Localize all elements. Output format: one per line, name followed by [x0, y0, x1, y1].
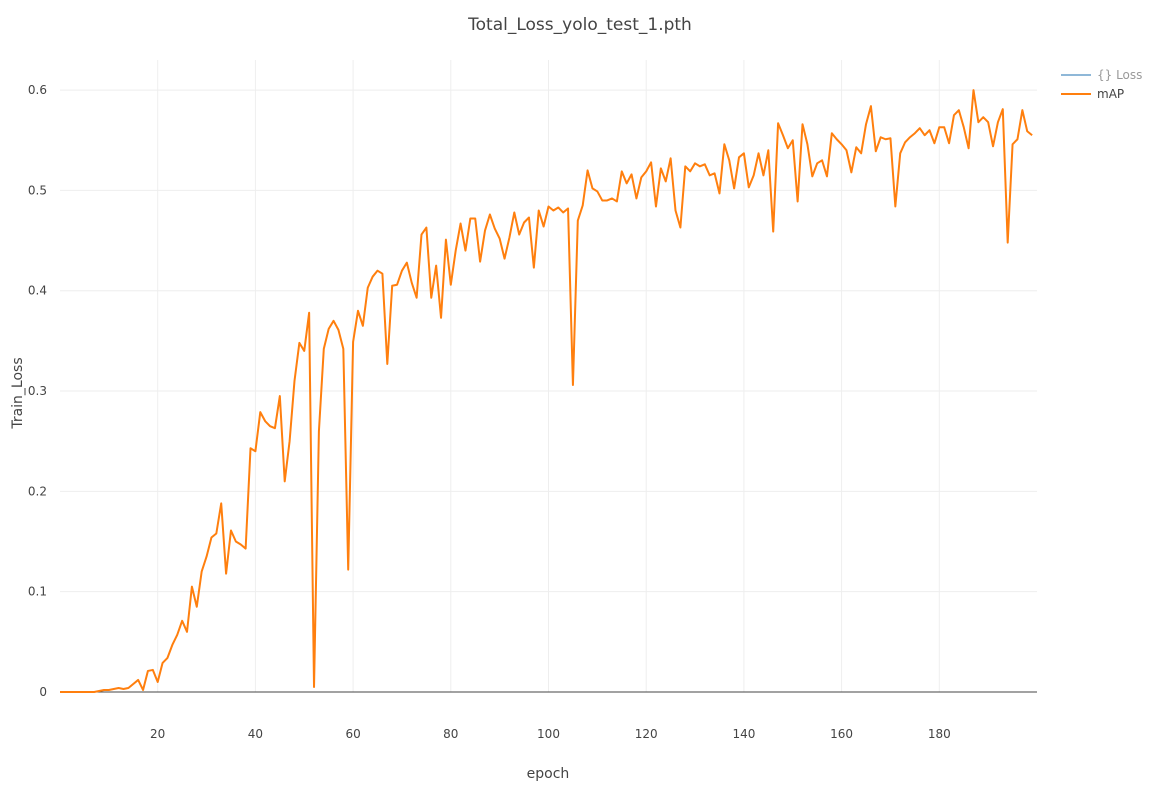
x-tick-label: 160 [830, 727, 853, 741]
x-tick-label: 120 [635, 727, 658, 741]
y-tick-label: 0.6 [28, 83, 47, 97]
grid-lines [60, 60, 1037, 692]
y-tick-label: 0.4 [28, 284, 47, 298]
y-tick-label: 0.3 [28, 384, 47, 398]
y-tick-label: 0.2 [28, 484, 47, 498]
x-tick-label: 140 [732, 727, 755, 741]
x-tick-label: 40 [248, 727, 263, 741]
y-tick-label: 0.5 [28, 183, 47, 197]
y-tick-labels: 0 0.1 0.2 0.3 0.4 0.5 0.6 [28, 83, 47, 699]
x-tick-label: 20 [150, 727, 165, 741]
x-tick-label: 100 [537, 727, 560, 741]
x-tick-label: 80 [443, 727, 458, 741]
series-lines[interactable] [60, 89, 1033, 693]
y-axis-title: Train_Loss [10, 357, 26, 429]
y-tick-label: 0 [39, 685, 47, 699]
legend[interactable]: {} Loss mAP [1061, 68, 1142, 101]
legend-label: {} Loss [1097, 68, 1142, 82]
legend-item[interactable]: {} Loss [1061, 68, 1142, 82]
x-tick-label: 60 [345, 727, 360, 741]
x-tick-labels: 20 40 60 80 100 120 140 160 180 [150, 727, 951, 741]
chart-title: Total_Loss_yolo_test_1.pth [467, 15, 692, 35]
x-axis-title: epoch [527, 766, 570, 782]
x-tick-label: 180 [928, 727, 951, 741]
y-tick-label: 0.1 [28, 585, 47, 599]
legend-label: mAP [1097, 87, 1124, 101]
legend-item[interactable]: mAP [1061, 87, 1124, 101]
series-line-map[interactable] [60, 89, 1033, 693]
